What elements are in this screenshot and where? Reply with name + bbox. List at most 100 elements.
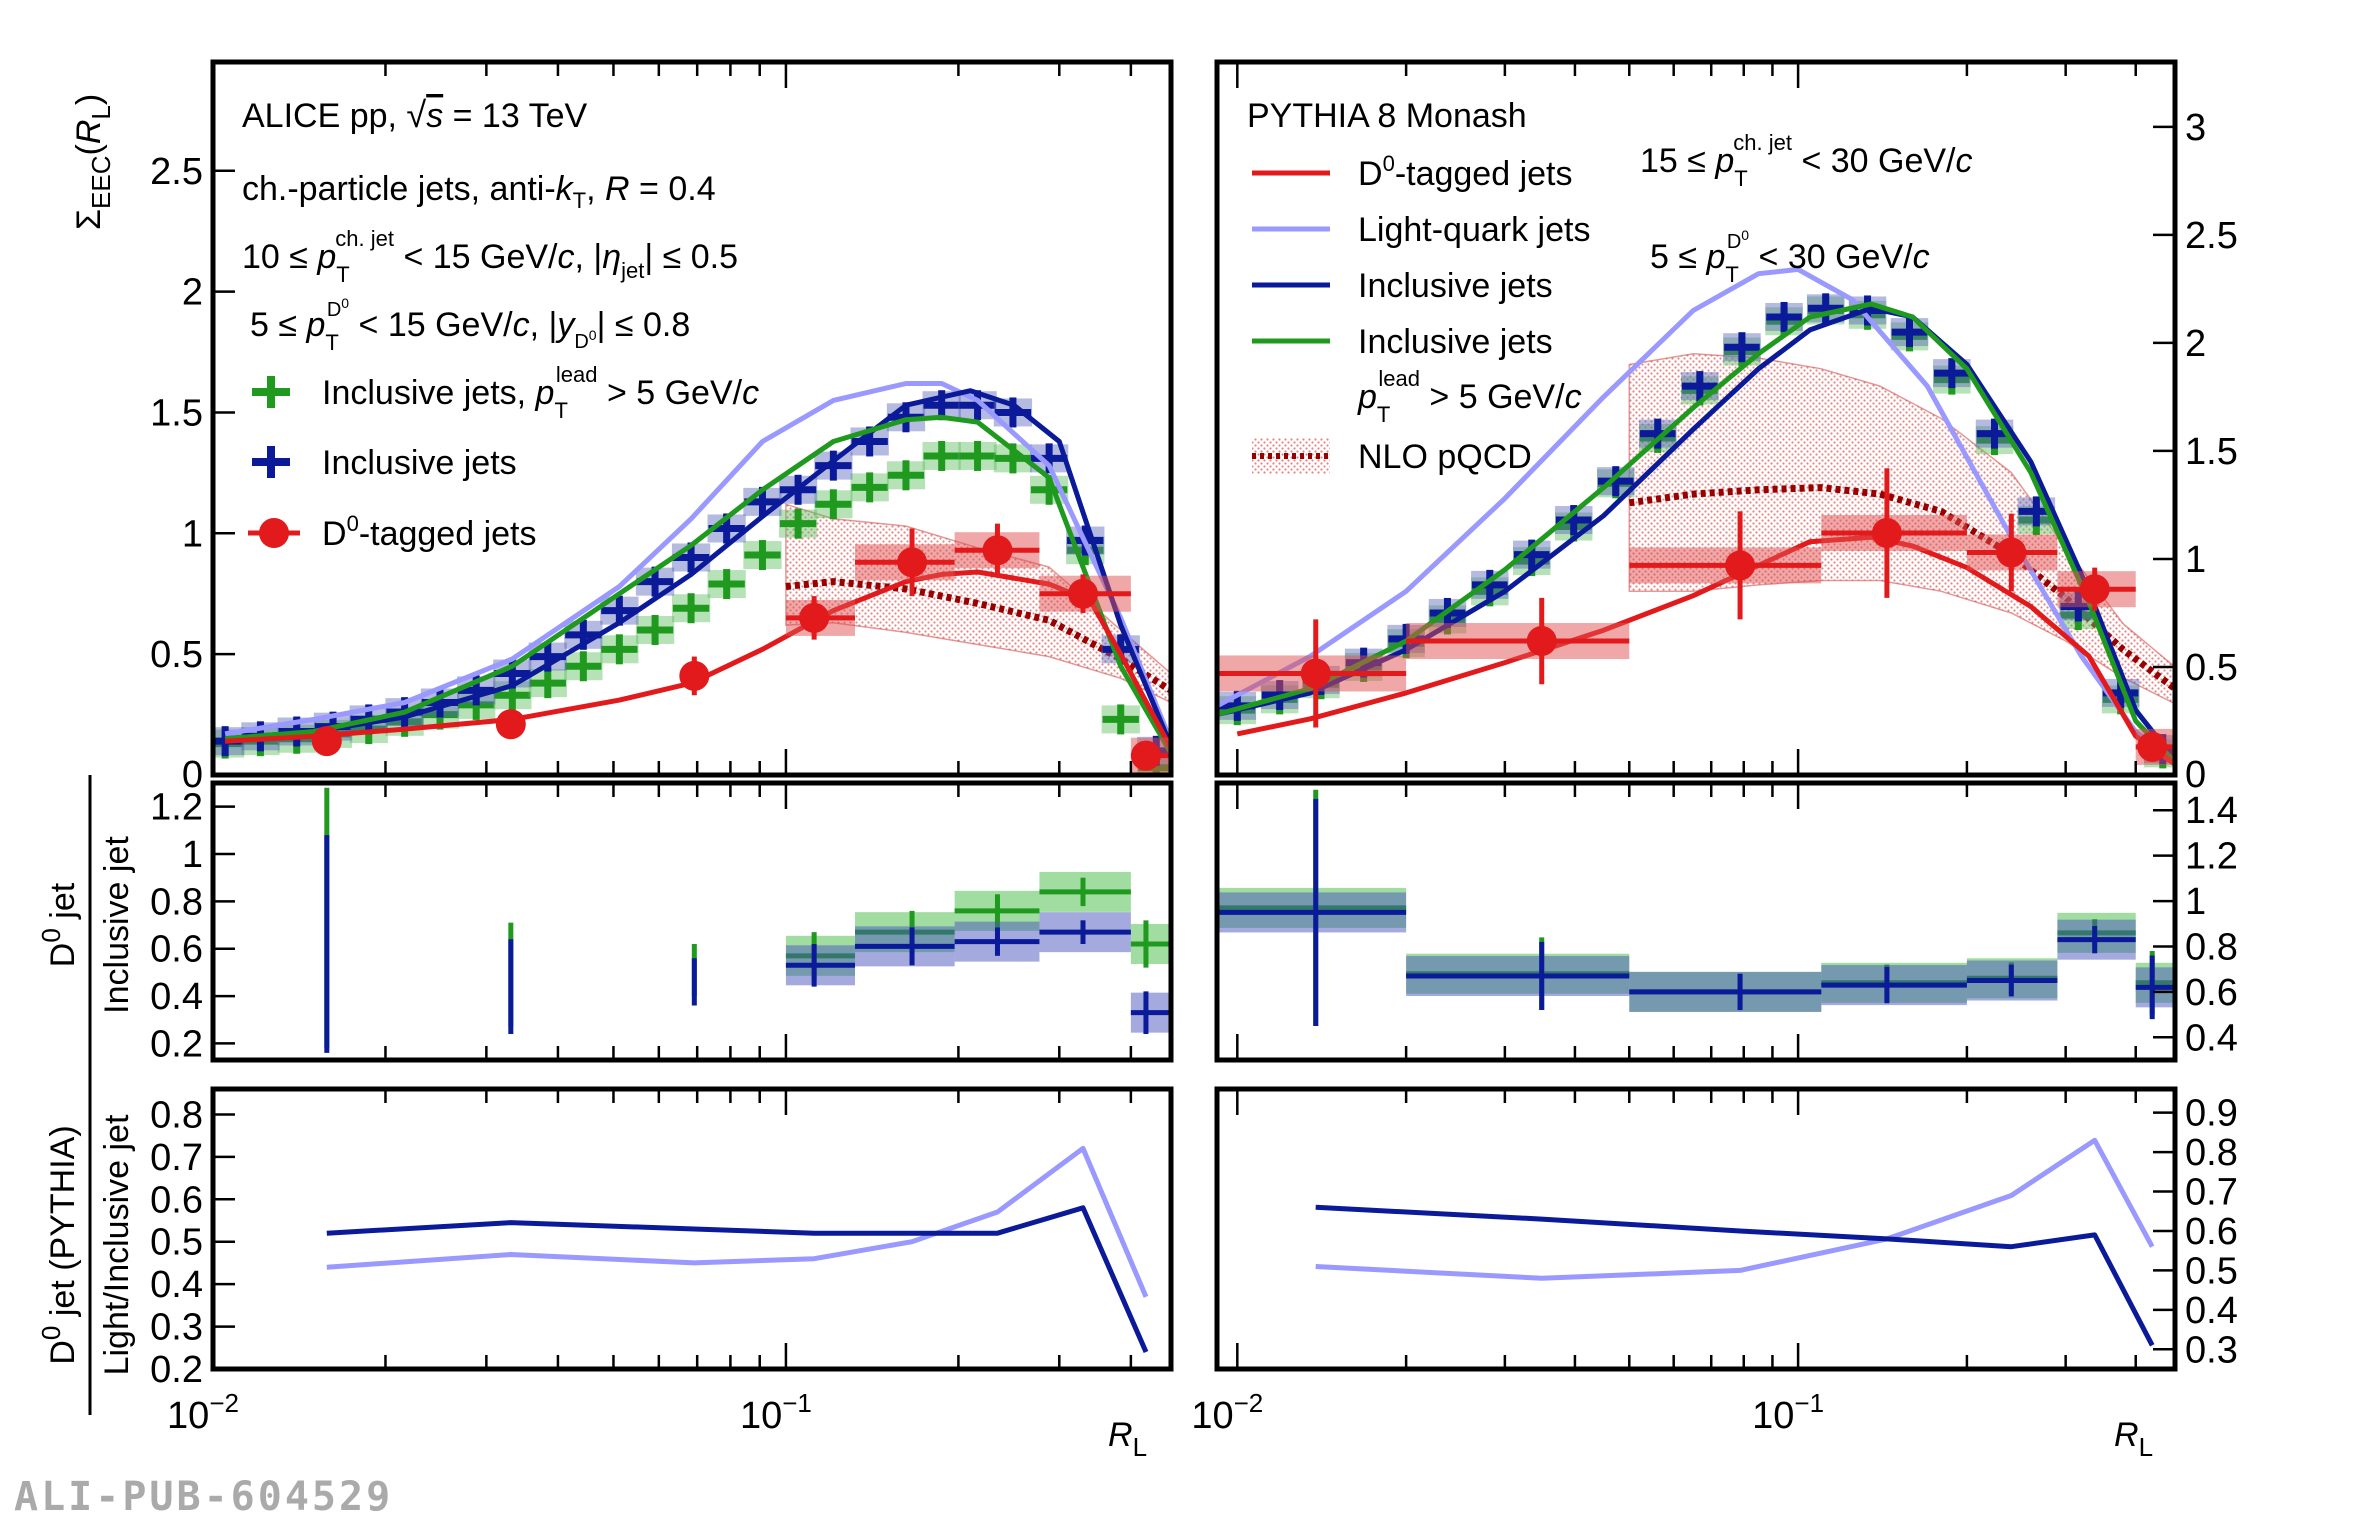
right-middle-frame xyxy=(1214,780,2178,1063)
right-xlabel: RL xyxy=(2114,1416,2153,1462)
d0-point-marker xyxy=(1526,626,1557,657)
y-tick-label: 0.3 xyxy=(2185,1329,2238,1371)
left-top-frame xyxy=(210,59,1174,778)
right-cut-2: 5 ≤ pTD0 < 30 GeV/c xyxy=(1650,227,1930,287)
y-tick-label: 1.5 xyxy=(2185,431,2238,473)
right-legend-entry-incl-lead-cut: pTlead > 5 GeV/c xyxy=(1357,366,1582,427)
left-bottom-ylabel: D0 jet (PYTHIA) Light/Inclusive jet xyxy=(36,1075,136,1415)
y-tick-label: 0.4 xyxy=(2185,1017,2238,1059)
left-legend-line-4: 5 ≤ pTD0 < 15 GeV/c, |yD0| ≤ 0.8 xyxy=(250,295,690,355)
legend-marker-d0 xyxy=(248,518,300,548)
right-legend-entry-incl-lead: Inclusive jets xyxy=(1358,323,1553,361)
svg-text:Light/Inclusive jet: Light/Inclusive jet xyxy=(98,1114,136,1375)
y-tick-label: 1.4 xyxy=(2185,790,2238,832)
y-tick-label: 2 xyxy=(182,272,203,314)
x-tick-exponent: −2 xyxy=(209,1388,239,1418)
plot-layer xyxy=(213,266,2175,1354)
y-tick-label: 0.8 xyxy=(150,881,203,923)
x-tick-exponent: −2 xyxy=(1234,1388,1264,1418)
y-tick-label: 1.5 xyxy=(150,392,203,434)
pythia-ratio-light-line xyxy=(326,1145,1149,1298)
svg-text:D0 jet: D0 jet xyxy=(36,882,82,967)
left-bottom-frame xyxy=(210,1086,1174,1372)
pythia-ratio-incl-line xyxy=(326,1205,1149,1354)
d0-point-marker xyxy=(495,709,526,740)
right-cut-1: 15 ≤ pTch. jet < 30 GeV/c xyxy=(1640,130,1973,191)
x-tick-label: 10−1 xyxy=(1752,1388,1824,1437)
y-tick-label-zero: 0 xyxy=(2185,754,2206,796)
y-tick-label: 0.9 xyxy=(2185,1093,2238,1135)
y-tick-label: 0.5 xyxy=(2185,647,2238,689)
legend-marker-incl xyxy=(252,446,290,478)
left-legend-line-3: 10 ≤ pTch. jet < 15 GeV/c, |ηjet| ≤ 0.5 xyxy=(242,226,738,287)
d0-point-marker xyxy=(1068,578,1099,609)
y-tick-label: 0.5 xyxy=(150,1222,203,1264)
y-tick-label: 2.5 xyxy=(2185,215,2238,257)
left-middle-ylabel: D0 jet Inclusive jet xyxy=(36,775,136,1075)
x-tick-label: 10−2 xyxy=(167,1388,239,1437)
x-tick-exponent: −1 xyxy=(782,1388,812,1418)
right-top-frame xyxy=(1214,59,2178,778)
pythia-light-line xyxy=(224,381,1171,743)
y-tick-label: 1.2 xyxy=(150,787,203,829)
y-tick-label: 0.4 xyxy=(150,1264,203,1306)
x-tick-label: 10−1 xyxy=(740,1388,812,1437)
y-tick-label-zero: 0 xyxy=(182,754,203,796)
y-tick-label: 0.3 xyxy=(150,1307,203,1349)
nlo-central-line xyxy=(1628,484,2175,692)
pythia-ratio-light-line xyxy=(1315,1137,2155,1281)
right-legend-entry-incl: Inclusive jets xyxy=(1358,267,1553,305)
svg-text:D0 jet (PYTHIA): D0 jet (PYTHIA) xyxy=(36,1125,82,1364)
d0-point-marker xyxy=(1300,658,1331,689)
y-tick-label: 0.7 xyxy=(2185,1172,2238,1214)
left-legend: ALICE pp, √s = 13 TeV ch.-particle jets,… xyxy=(242,94,759,553)
right-legend-title: PYTHIA 8 Monash xyxy=(1247,97,1527,135)
d0-point-marker xyxy=(1130,740,1161,771)
d0-point-marker xyxy=(2137,731,2168,762)
d0-point-marker xyxy=(679,660,710,691)
y-tick-label: 1.2 xyxy=(2185,836,2238,878)
y-tick-label: 1 xyxy=(2185,539,2206,581)
y-tick-label: 1 xyxy=(182,834,203,876)
d0-point-marker xyxy=(1996,537,2027,568)
d0-point-marker xyxy=(2079,574,2110,605)
y-tick-label: 1 xyxy=(182,513,203,555)
legend-marker-incl-lead xyxy=(252,376,290,408)
left-middle-frame xyxy=(210,780,1174,1063)
left-legend-line-2: ch.-particle jets, anti-kT, R = 0.4 xyxy=(242,170,716,213)
d0-point-marker xyxy=(982,535,1013,566)
y-tick-label: 0.5 xyxy=(2185,1250,2238,1292)
pythia-d0-line xyxy=(1236,534,2175,767)
pythia-incl-line xyxy=(224,388,1171,747)
y-tick-label: 0.6 xyxy=(2185,972,2238,1014)
left-legend-entry-incl: Inclusive jets xyxy=(322,444,517,482)
right-legend-entry-d0: D0-tagged jets xyxy=(1358,151,1572,193)
x-tick-label: 10−2 xyxy=(1191,1388,1263,1437)
d0-point-marker xyxy=(1871,518,1902,549)
left-xlabel: RL xyxy=(1108,1416,1147,1462)
y-tick-label: 0.4 xyxy=(2185,1290,2238,1332)
y-tick-label: 0.6 xyxy=(150,929,203,971)
y-tick-label: 0.8 xyxy=(2185,926,2238,968)
right-bottom-frame xyxy=(1214,1086,2178,1372)
x-tick-exponent: −1 xyxy=(1794,1388,1824,1418)
y-tick-label: 0.8 xyxy=(2185,1132,2238,1174)
d0-point-marker xyxy=(311,726,342,757)
nlo-central-line xyxy=(785,578,1171,694)
left-legend-entry-incl-lead: Inclusive jets, pTlead > 5 GeV/c xyxy=(322,362,759,423)
left-legend-entry-d0: D0-tagged jets xyxy=(322,511,536,553)
y-tick-label: 0.6 xyxy=(150,1179,203,1221)
y-tick-label: 0.2 xyxy=(150,1349,203,1391)
pythia-incl-lead-line xyxy=(224,414,1171,755)
y-tick-label: 3 xyxy=(2185,107,2206,149)
svg-text:Inclusive jet: Inclusive jet xyxy=(98,836,136,1014)
y-tick-label: 0.4 xyxy=(150,976,203,1018)
left-legend-line-1: ALICE pp, √s = 13 TeV xyxy=(242,94,587,135)
d0-point-marker xyxy=(897,547,928,578)
right-legend-entry-light: Light-quark jets xyxy=(1358,211,1590,249)
d0-point-marker xyxy=(799,602,830,633)
y-tick-label: 0.6 xyxy=(2185,1211,2238,1253)
y-tick-label: 0.7 xyxy=(150,1137,203,1179)
y-tick-label: 2.5 xyxy=(150,151,203,193)
